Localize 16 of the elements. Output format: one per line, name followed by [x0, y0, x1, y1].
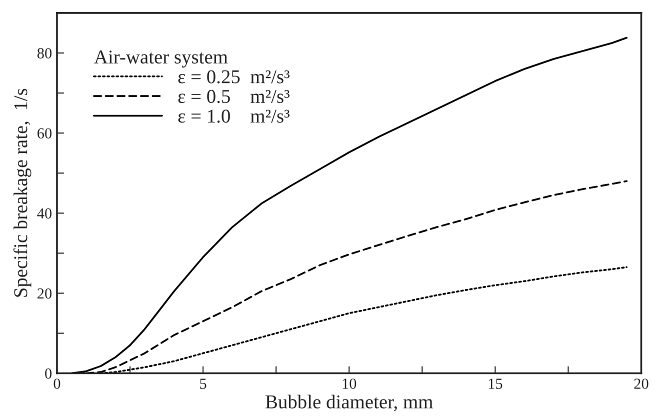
y-tick-label: 20 — [38, 288, 52, 299]
legend-label: ε = 1.0 m²/s³ — [178, 110, 290, 123]
x-tick-label: 15 — [488, 378, 502, 389]
y-axis-title: Specific breakage rate, 1/s — [13, 88, 32, 297]
x-tick-label: 5 — [200, 378, 206, 389]
legend-title: Air-water system — [94, 50, 228, 68]
y-tick-label: 80 — [37, 48, 52, 58]
y-tick-label: 0 — [45, 368, 52, 379]
y-tick-label: 60 — [38, 128, 52, 139]
x-tick-label: 10 — [342, 378, 356, 389]
y-tick-label: 40 — [37, 208, 52, 219]
legend-label: ε = 0.25 m²/s³ — [178, 70, 290, 84]
x-axis-title: Bubble diameter, mm — [266, 394, 433, 412]
x-tick-label: 20 — [634, 378, 648, 389]
legend-label: ε = 0.5 m²/s³ — [178, 90, 290, 104]
x-tick-label: 0 — [54, 378, 60, 389]
